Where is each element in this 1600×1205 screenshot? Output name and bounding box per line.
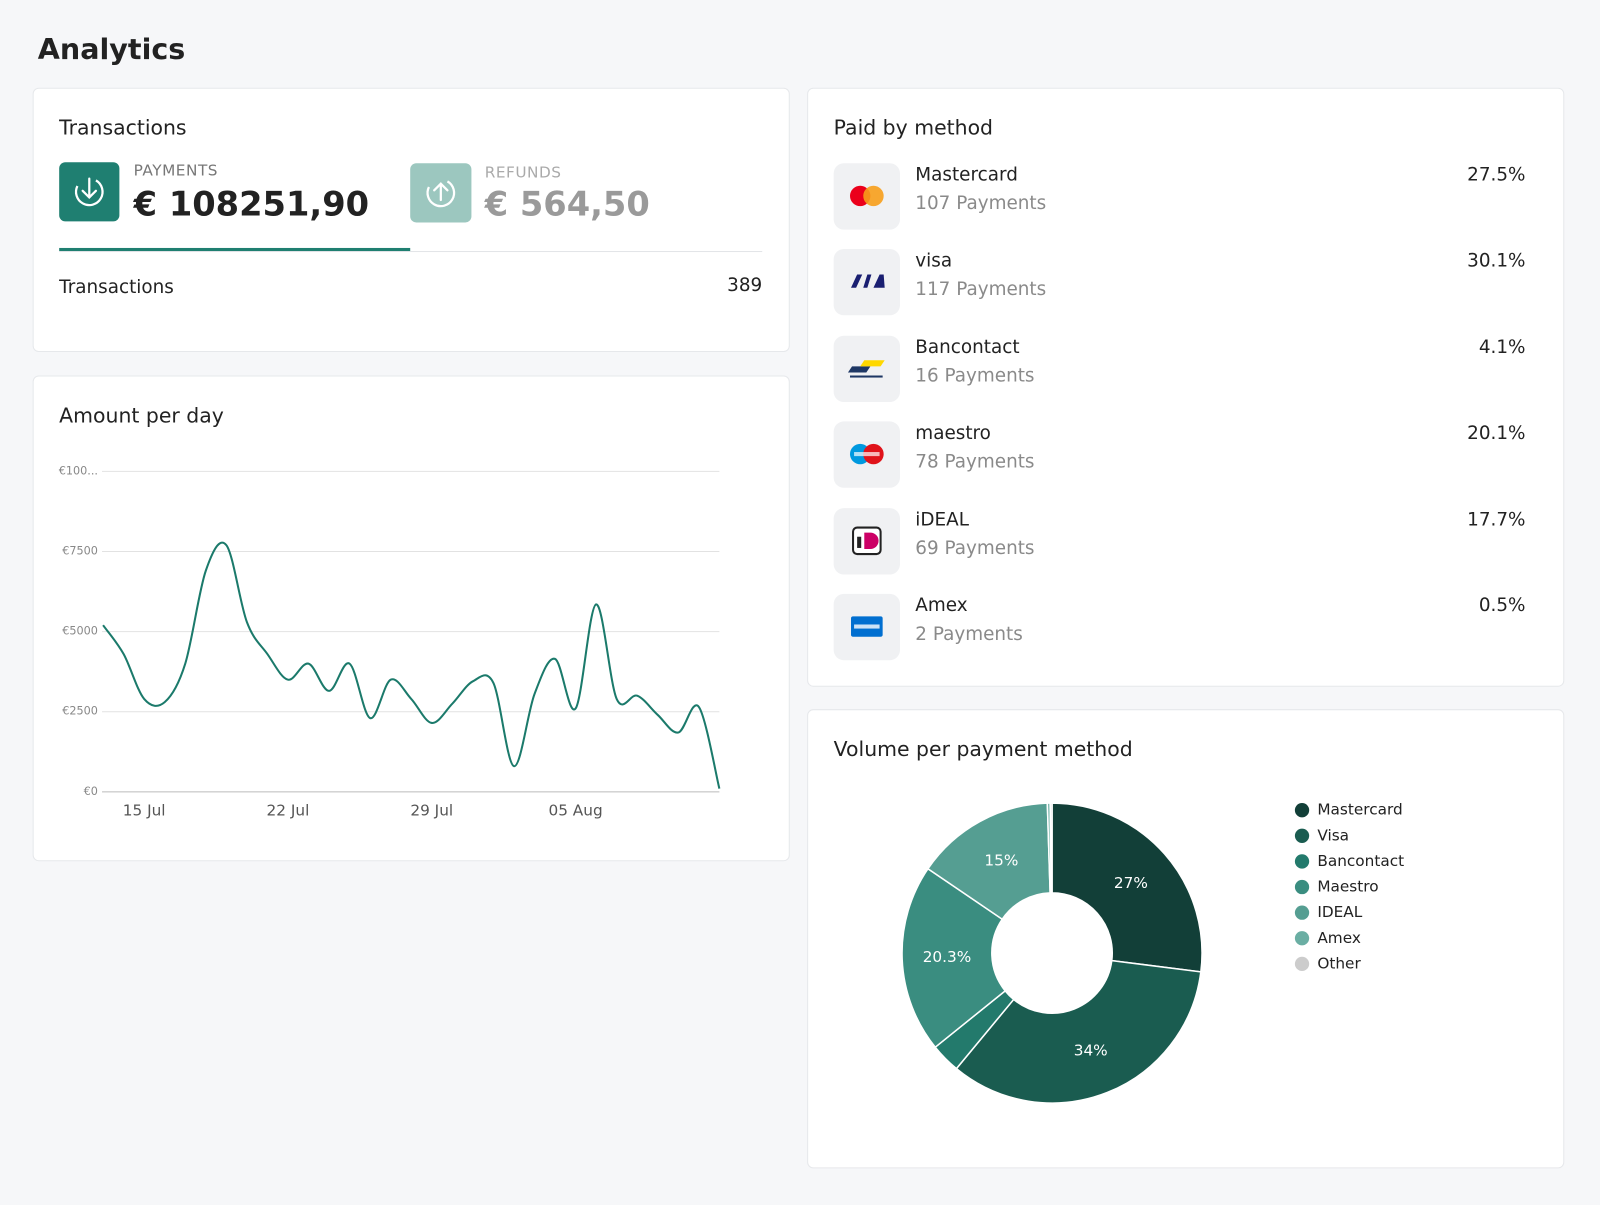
refunds-icon[interactable] (410, 163, 472, 223)
method-share: 4.1% (1478, 336, 1526, 358)
legend-label: Amex (1317, 929, 1361, 947)
x-tick-label: 22 Jul (267, 802, 310, 820)
pie-slice (926, 802, 1051, 921)
slice-label: 15% (984, 851, 1018, 869)
legend-label: Visa (1317, 826, 1349, 844)
page-title: Analytics (37, 32, 186, 67)
method-share: 27.5% (1467, 164, 1526, 186)
logo-shape (863, 185, 884, 207)
payments-amount: € 108251,90 (133, 183, 370, 224)
x-tick-label: 05 Aug (548, 802, 602, 820)
upload-icon (426, 178, 456, 208)
slice-label: 27% (1114, 874, 1148, 892)
method-logo (851, 616, 883, 637)
y-tick-label: €2500 (62, 705, 98, 718)
method-payments: 2 Payments (915, 623, 1023, 645)
method-icon (833, 249, 900, 316)
y-tick-label: €100... (59, 464, 98, 477)
method-payments: 16 Payments (915, 365, 1035, 387)
y-tick-label: €0 (84, 785, 98, 798)
line-series (102, 541, 721, 789)
download-icon (74, 177, 104, 207)
payments-label: PAYMENTS (133, 161, 219, 180)
slice-label: 34% (1074, 1041, 1108, 1059)
card-title: Amount per day (59, 403, 224, 428)
pie-slice (901, 867, 1007, 1049)
card-title: Paid by method (833, 115, 994, 140)
method-name: Bancontact (915, 336, 1020, 358)
method-icon (833, 421, 900, 488)
legend-swatch (1294, 905, 1310, 920)
legend-label: Maestro (1317, 878, 1378, 896)
refunds-label: REFUNDS (484, 163, 562, 182)
y-tick-label: €7500 (62, 545, 98, 558)
logo-shape (857, 536, 862, 548)
method-payments: 117 Payments (915, 278, 1047, 301)
payments-icon[interactable] (59, 162, 120, 222)
method-logo (847, 359, 885, 378)
legend-label: Mastercard (1317, 801, 1402, 819)
refunds-amount: € 564,50 (484, 183, 650, 224)
row-label: Transactions (59, 276, 174, 298)
logo-shape (864, 532, 879, 549)
method-name: Amex (915, 594, 968, 617)
method-share: 17.7% (1467, 508, 1526, 531)
method-icon (833, 163, 900, 230)
legend-swatch (1294, 931, 1310, 946)
method-name: visa (915, 250, 953, 272)
legend-swatch (1294, 879, 1310, 895)
card-title: Transactions (59, 115, 187, 140)
method-name: iDEAL (915, 508, 969, 531)
method-name: Mastercard (915, 164, 1018, 186)
method-share: 30.1% (1467, 250, 1526, 272)
logo-shape (860, 359, 885, 367)
logo-shape (847, 366, 871, 373)
legend-label: IDEAL (1317, 903, 1362, 921)
method-name: maestro (915, 422, 991, 445)
method-payments: 78 Payments (915, 451, 1035, 473)
method-logo (849, 185, 884, 207)
method-icon (833, 593, 900, 661)
card-title: Volume per payment method (833, 736, 1133, 762)
logo-shape (854, 452, 880, 457)
method-logo (849, 444, 884, 465)
legend-swatch (1294, 854, 1310, 869)
x-tick-label: 29 Jul (410, 802, 453, 820)
pie-slice (955, 959, 1202, 1104)
logo-shape (854, 624, 880, 629)
amount-card (32, 375, 790, 862)
method-icon (833, 507, 900, 575)
legend-label: Bancontact (1317, 852, 1404, 870)
method-payments: 69 Payments (915, 537, 1035, 559)
tab-divider (59, 251, 763, 253)
legend-swatch (1294, 956, 1310, 972)
method-share: 20.1% (1467, 422, 1526, 445)
active-tab-indicator (59, 247, 411, 252)
row-value: 389 (727, 274, 763, 296)
method-payments: 107 Payments (915, 192, 1047, 215)
method-logo (851, 274, 885, 289)
pie-slice (1049, 802, 1053, 894)
method-icon (833, 335, 900, 402)
y-tick-label: €5000 (62, 625, 98, 638)
logo-shape (849, 375, 883, 378)
legend-swatch (1294, 828, 1310, 843)
logo-shape (851, 274, 885, 289)
method-logo (852, 526, 882, 555)
legend-label: Other (1317, 954, 1361, 972)
x-tick-label: 15 Jul (123, 802, 166, 820)
method-share: 0.5% (1478, 594, 1526, 617)
method-card (807, 87, 1565, 687)
legend-swatch (1294, 803, 1310, 818)
slice-label: 20.3% (923, 948, 972, 966)
pie-slice (1051, 802, 1203, 973)
